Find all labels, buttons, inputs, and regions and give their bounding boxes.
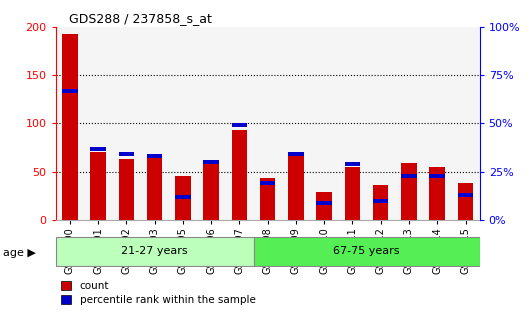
Bar	[401, 174, 417, 178]
Bar	[260, 178, 276, 220]
Text: age ▶: age ▶	[3, 248, 36, 258]
Legend: count, percentile rank within the sample: count, percentile rank within the sample	[57, 277, 260, 309]
Bar	[204, 160, 219, 164]
Bar	[344, 167, 360, 220]
Bar	[119, 159, 134, 220]
Bar	[260, 181, 276, 185]
Bar	[90, 147, 106, 151]
Bar	[288, 155, 304, 220]
Bar	[316, 201, 332, 205]
Bar	[373, 199, 388, 203]
Bar	[288, 153, 304, 156]
Bar	[458, 193, 473, 197]
Bar	[458, 183, 473, 220]
Text: GDS288 / 237858_s_at: GDS288 / 237858_s_at	[69, 12, 212, 25]
Bar	[62, 89, 77, 92]
Bar	[62, 34, 77, 220]
Text: 67-75 years: 67-75 years	[333, 246, 400, 255]
Text: 21-27 years: 21-27 years	[121, 246, 188, 255]
Bar	[147, 158, 162, 220]
FancyBboxPatch shape	[56, 237, 253, 265]
Bar	[401, 163, 417, 220]
Bar	[316, 192, 332, 220]
Bar	[232, 124, 247, 127]
Bar	[373, 185, 388, 220]
Bar	[147, 155, 162, 158]
Bar	[429, 167, 445, 220]
Bar	[232, 130, 247, 220]
Bar	[90, 153, 106, 220]
Bar	[344, 162, 360, 166]
Bar	[429, 174, 445, 178]
FancyBboxPatch shape	[253, 237, 480, 265]
Bar	[175, 195, 191, 199]
Bar	[204, 162, 219, 220]
Bar	[175, 176, 191, 220]
Bar	[119, 153, 134, 156]
